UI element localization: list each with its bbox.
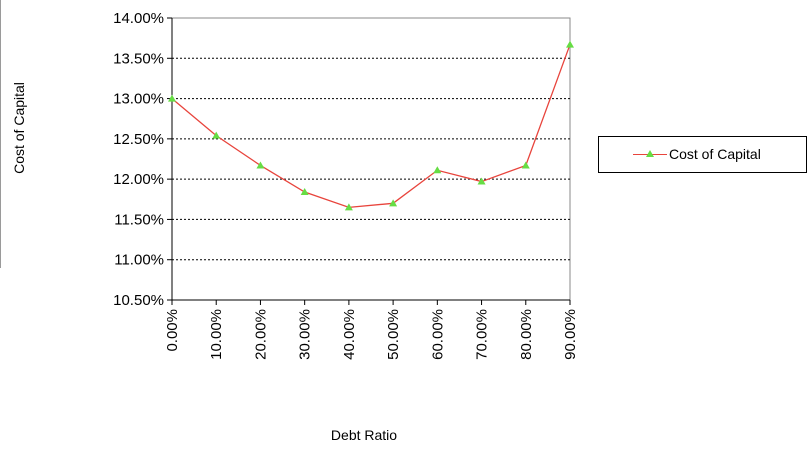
data-point — [256, 161, 265, 169]
x-tick-label: 90.00% — [562, 309, 579, 360]
x-tick-label: 20.00% — [252, 309, 269, 360]
data-point — [212, 131, 221, 139]
x-tick-label: 10.00% — [208, 309, 225, 360]
legend-triangle-marker — [646, 150, 654, 157]
x-tick-label: 0.00% — [164, 309, 181, 352]
data-point — [168, 94, 176, 102]
plot-area-frame — [171, 17, 571, 301]
data-point — [300, 188, 309, 196]
y-tick-label: 12.00% — [113, 171, 164, 188]
x-tick-label: 80.00% — [518, 309, 535, 360]
y-tick-label: 13.00% — [113, 91, 164, 108]
data-point — [521, 161, 530, 169]
data-point — [344, 203, 353, 211]
x-tick-label: 70.00% — [474, 309, 491, 360]
y-tick-label: 14.00% — [113, 10, 164, 27]
left-edge-line — [0, 0, 1, 268]
y-tick-label: 11.00% — [114, 252, 164, 269]
x-tick-label: 50.00% — [385, 309, 402, 360]
legend-label: Cost of Capital — [669, 146, 761, 162]
x-tick-label: 60.00% — [429, 309, 446, 360]
y-tick-label: 11.50% — [114, 211, 164, 228]
data-point — [433, 166, 442, 174]
data-point — [389, 199, 398, 207]
data-point — [566, 40, 574, 48]
x-axis-title: Debt Ratio — [331, 427, 397, 443]
y-tick-label: 12.50% — [113, 131, 164, 148]
x-tick-label: 40.00% — [341, 309, 358, 360]
x-tick-label: 30.00% — [297, 309, 314, 360]
y-tick-label: 13.50% — [113, 50, 164, 67]
y-axis-title: Cost of Capital — [11, 82, 27, 174]
y-tick-label: 10.50% — [113, 292, 164, 309]
legend: Cost of Capital — [598, 136, 807, 173]
series-line-cost-of-capital — [171, 44, 571, 209]
data-point — [477, 177, 486, 185]
